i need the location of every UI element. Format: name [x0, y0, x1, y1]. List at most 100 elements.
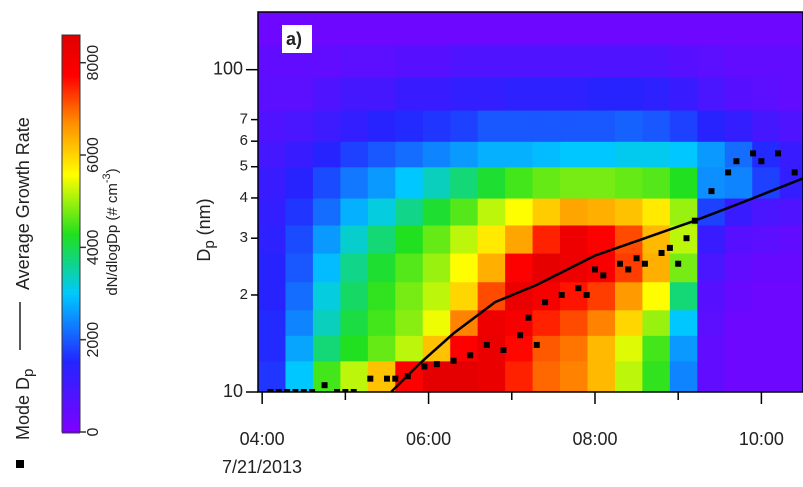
colorbar-strip — [62, 353, 80, 356]
heat-cell — [587, 360, 616, 392]
heat-cell — [312, 141, 341, 168]
colorbar-strip — [62, 79, 80, 82]
heat-cell — [779, 12, 803, 45]
heat-cell — [340, 44, 369, 78]
colorbar-strip — [62, 297, 80, 300]
heat-cell — [477, 360, 506, 392]
heat-cell — [395, 109, 424, 142]
heat-cell — [285, 281, 314, 311]
colorbar-strip — [62, 267, 80, 270]
colorbar-strip — [62, 73, 80, 76]
colorbar-strip — [62, 163, 80, 166]
heat-cell — [367, 252, 396, 283]
heat-cell — [422, 12, 451, 45]
colorbar-strip — [62, 197, 80, 200]
heat-cell — [367, 281, 396, 311]
colorbar-strip — [62, 325, 80, 328]
colorbar-strip — [62, 253, 80, 256]
heat-cell — [395, 44, 424, 78]
heat-cell — [779, 141, 803, 168]
colorbar-strip — [62, 169, 80, 172]
heat-cell — [669, 109, 698, 142]
colorbar-strip — [62, 407, 80, 410]
heat-cell — [614, 197, 644, 226]
y-tick-label: 5 — [240, 158, 248, 175]
colorbar-strip — [62, 417, 80, 420]
mode-point — [342, 389, 349, 392]
heat-cell — [340, 12, 369, 45]
colorbar-strip — [62, 243, 80, 246]
heat-cell — [669, 360, 698, 392]
colorbar-strip — [62, 229, 80, 232]
colorbar-strip — [62, 53, 80, 56]
heat-cell — [285, 197, 314, 226]
heat-cell — [532, 141, 561, 168]
heat-cell — [395, 76, 424, 111]
heat-cell — [505, 44, 534, 78]
colorbar-strip — [62, 341, 80, 344]
heat-cell — [532, 309, 561, 336]
colorbar-strip — [62, 111, 80, 114]
colorbar-strip — [62, 71, 80, 74]
colorbar-strip — [62, 95, 80, 98]
colorbar-strip — [62, 35, 80, 38]
colorbar-strip — [62, 381, 80, 384]
legend-line-label: Average Growth Rate — [13, 117, 33, 290]
heat-cell — [779, 224, 803, 254]
colorbar-strip — [62, 133, 80, 136]
heat-cell — [477, 109, 506, 142]
mode-point — [542, 299, 549, 306]
x-tick-label: 04:00 — [240, 429, 285, 449]
heat-cell — [450, 281, 479, 311]
colorbar-strip — [62, 301, 80, 304]
colorbar-strip — [62, 425, 80, 428]
colorbar-strip — [62, 361, 80, 364]
colorbar-strip — [62, 261, 80, 264]
heat-cell — [614, 166, 644, 199]
colorbar-strip — [62, 269, 80, 272]
heat-cell — [560, 141, 589, 168]
y-tick-label: 7 — [240, 111, 248, 128]
y-tick-label: 2 — [240, 286, 248, 303]
heat-cell — [450, 109, 479, 142]
colorbar-strip — [62, 211, 80, 214]
heat-cell — [340, 360, 369, 392]
growth-line — [390, 177, 803, 392]
mode-point — [350, 389, 357, 392]
heat-cell — [779, 360, 803, 392]
heat-cell — [697, 12, 726, 45]
colorbar-strip — [62, 279, 80, 282]
y-tick-label: 10 — [223, 381, 243, 401]
y-tick-label: 4 — [240, 189, 248, 206]
heat-cell — [285, 360, 314, 392]
mode-point — [666, 244, 673, 251]
mode-point — [500, 346, 507, 353]
colorbar-strip — [62, 249, 80, 252]
colorbar-strip — [62, 165, 80, 168]
colorbar-strip — [62, 181, 80, 184]
colorbar-strip — [62, 389, 80, 392]
heat-cell — [505, 224, 534, 254]
colorbar-strip — [62, 319, 80, 322]
heat-cell — [779, 335, 803, 362]
colorbar-strip — [62, 207, 80, 210]
heat-cell — [587, 166, 616, 199]
heat-cell — [587, 197, 616, 226]
heat-cell — [697, 141, 726, 168]
heat-cell — [340, 141, 369, 168]
heat-cell — [724, 335, 753, 362]
heat-cell — [614, 44, 644, 78]
heat-cell — [505, 12, 534, 45]
heat-cell — [642, 360, 671, 392]
colorbar-strip — [62, 221, 80, 224]
heat-cell — [669, 76, 698, 111]
heat-cell — [752, 109, 781, 142]
colorbar-strip — [62, 311, 80, 314]
colorbar-strip — [62, 339, 80, 342]
mode-point — [309, 389, 316, 392]
heat-cell — [642, 197, 671, 226]
heat-cell — [422, 141, 451, 168]
colorbar-strip — [62, 395, 80, 398]
colorbar-strip — [62, 423, 80, 426]
